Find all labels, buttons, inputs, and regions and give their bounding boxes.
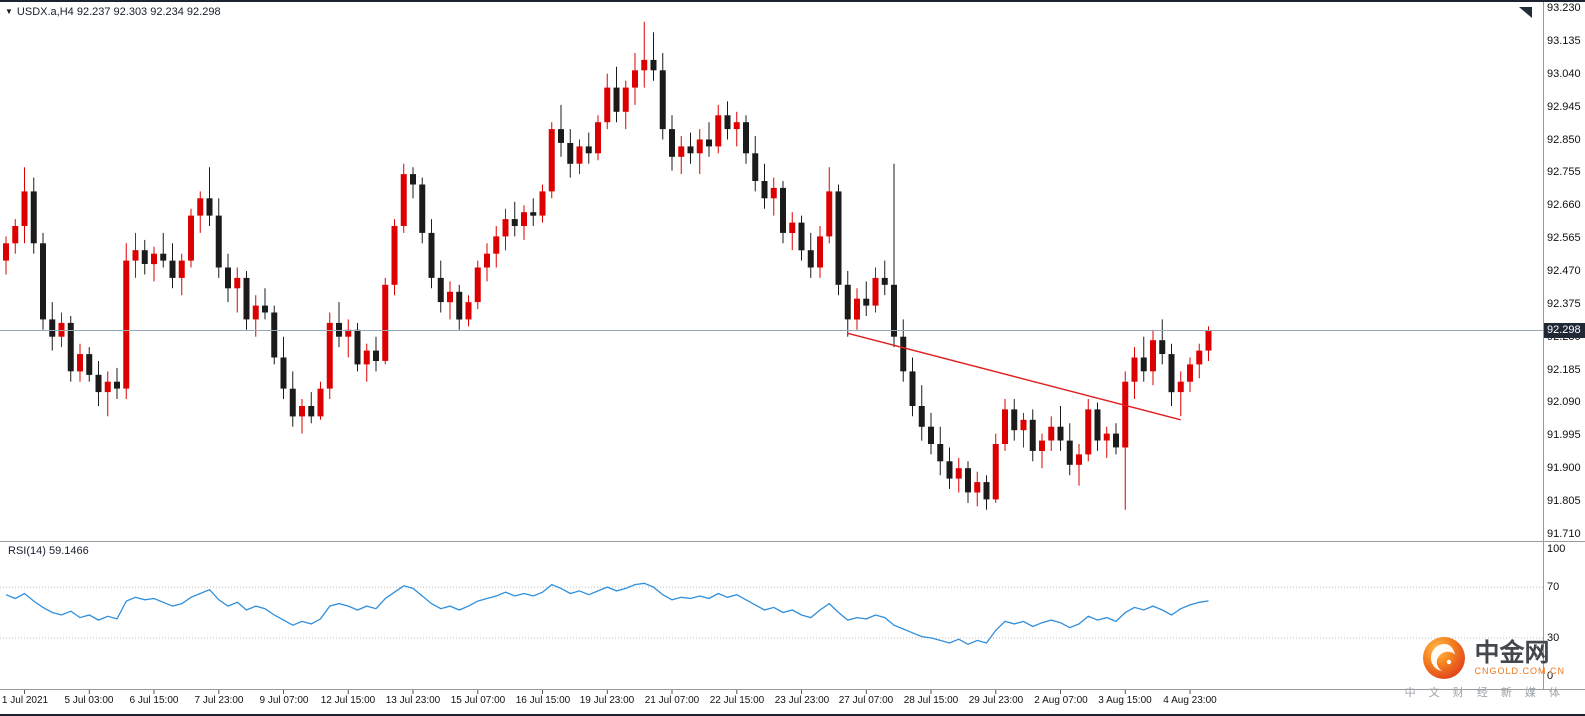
chart-shift-icon[interactable]	[1519, 7, 1532, 18]
time-tick-label: 9 Jul 07:00	[259, 695, 309, 706]
time-tick-label: 21 Jul 07:00	[644, 695, 700, 706]
time-tick-label: 13 Jul 23:00	[385, 695, 441, 706]
window-border-top	[0, 0, 1585, 2]
price-tick-label: 92.090	[1547, 396, 1581, 408]
current-price-badge: 92.298	[1544, 323, 1585, 338]
price-tick-label: 93.135	[1547, 35, 1581, 47]
price-tick-label: 91.900	[1547, 462, 1581, 474]
logo-tagline: 中 文 财 经 新 媒 体	[1404, 687, 1565, 699]
price-tick-label: 93.040	[1547, 68, 1581, 80]
symbol-marker-icon: ▼	[5, 7, 13, 16]
window-border-bottom	[0, 714, 1585, 716]
watermark-logo: 中金网 CNGOLD.COM.CN 中 文 财 经 新 媒 体	[1405, 636, 1565, 700]
time-tick-label: 12 Jul 15:00	[320, 695, 376, 706]
price-tick-label: 92.375	[1547, 298, 1581, 310]
time-axis[interactable]: 1 Jul 2021 5 Jul 03:00 6 Jul 15:00 7 Jul 23…	[0, 690, 1585, 714]
symbol-ohlc-text: USDX.a,H4 92.237 92.303 92.234 92.298	[16, 6, 221, 18]
time-tick-label: 27 Jul 07:00	[838, 695, 894, 706]
time-tick-label: 19 Jul 23:00	[579, 695, 635, 706]
rsi-tick-label: 0	[1547, 670, 1554, 682]
time-tick-label: 6 Jul 15:00	[129, 695, 179, 706]
price-tick-label: 91.995	[1547, 429, 1581, 441]
time-tick-label: 29 Jul 23:00	[968, 695, 1024, 706]
time-tick-label: 2 Aug 07:00	[1034, 695, 1088, 706]
rsi-tick-label: 70	[1547, 581, 1560, 593]
time-tick-label: 3 Aug 15:00	[1098, 695, 1152, 706]
rsi-tick-label: 30	[1547, 632, 1560, 644]
time-tick-label: 16 Jul 15:00	[515, 695, 571, 706]
price-tick-label: 92.755	[1547, 166, 1581, 178]
price-tick-label: 93.230	[1547, 2, 1581, 14]
symbol-ohlc-label: ▼ USDX.a,H4 92.237 92.303 92.234 92.298	[5, 6, 221, 18]
rsi-indicator-pane[interactable]	[0, 542, 1543, 689]
price-tick-label: 92.470	[1547, 265, 1581, 277]
price-tick-label: 92.945	[1547, 101, 1581, 113]
time-tick-label: 4 Aug 23:00	[1163, 695, 1217, 706]
price-tick-label: 92.850	[1547, 134, 1581, 146]
price-tick-label: 91.710	[1547, 528, 1581, 540]
price-tick-label: 92.565	[1547, 232, 1581, 244]
logo-domain: CNGOLD.COM.CN	[1474, 666, 1565, 676]
time-tick-label: 5 Jul 03:00	[64, 695, 114, 706]
time-tick-label: 1 Jul 2021	[1, 695, 49, 706]
rsi-indicator-label: RSI(14) 59.1466	[8, 545, 89, 557]
time-tick-label: 23 Jul 23:00	[774, 695, 830, 706]
cngold-logo-icon	[1423, 637, 1466, 679]
price-tick-label: 92.660	[1547, 199, 1581, 211]
rsi-tick-label: 100	[1547, 543, 1566, 555]
price-tick-label: 92.185	[1547, 364, 1581, 376]
price-tick-label: 91.805	[1547, 495, 1581, 507]
time-tick-label: 15 Jul 07:00	[450, 695, 506, 706]
time-tick-label: 22 Jul 15:00	[709, 695, 765, 706]
main-chart-pane[interactable]	[0, 2, 1543, 541]
time-tick-label: 28 Jul 15:00	[903, 695, 959, 706]
time-tick-label: 7 Jul 23:00	[194, 695, 244, 706]
logo-name: 中金网	[1474, 639, 1550, 667]
price-axis[interactable]: 93.230 93.135 93.040 92.945 92.850 92.755 92.6…	[1544, 0, 1585, 689]
